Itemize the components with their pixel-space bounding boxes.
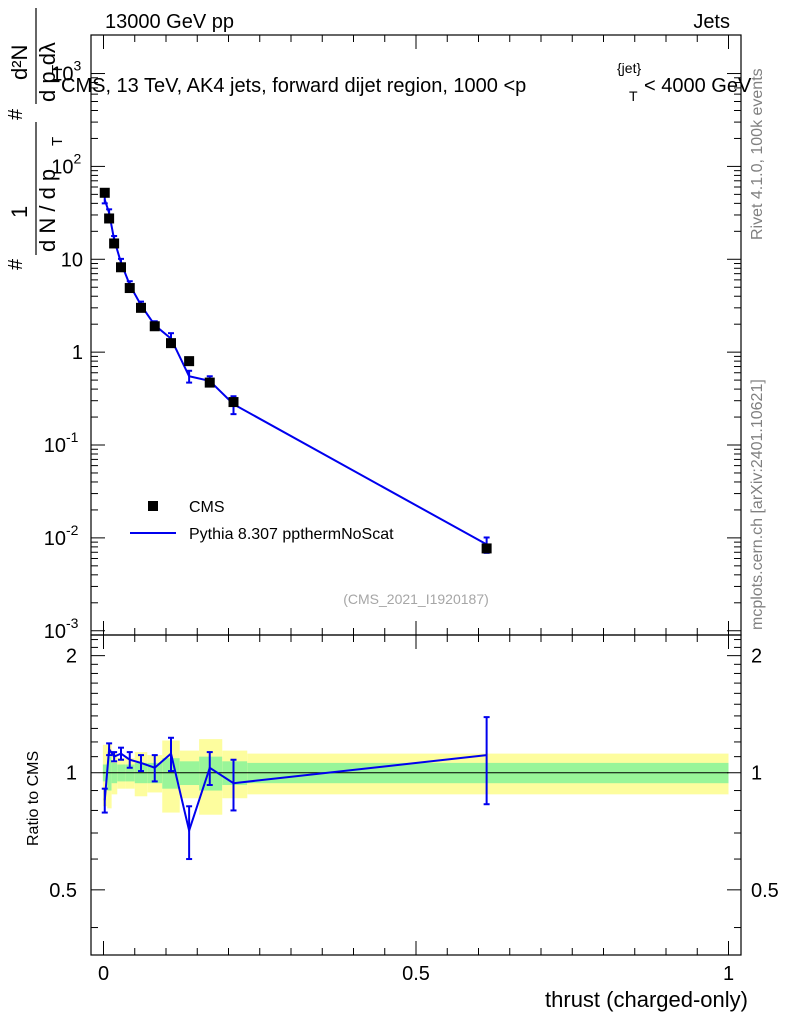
main-y-tick-label-5: 10 xyxy=(51,156,73,178)
energy-label: 13000 GeV pp xyxy=(105,11,234,33)
cms-data-point-1 xyxy=(104,213,115,224)
main-y-tick-label-4: 10 xyxy=(61,249,83,271)
cms-data-point-9 xyxy=(204,377,215,388)
y-label-hash-1: # xyxy=(5,258,27,270)
title-sup: {jet} xyxy=(617,60,641,76)
cms-data-point-11 xyxy=(481,543,492,554)
legend-pythia-label: Pythia 8.307 ppthermNoScat xyxy=(189,526,394,543)
ratio-y-tick-label-left-2: 2 xyxy=(66,646,77,668)
cms-data-point-10 xyxy=(228,397,239,408)
y-label-hash-2: # xyxy=(5,108,27,120)
main-y-tick-label-1: 10 xyxy=(44,528,66,550)
ratio-uncertainty-bands xyxy=(102,739,729,815)
main-y-tick-label-0: 10 xyxy=(44,621,66,643)
main-y-tick-exp-5: 2 xyxy=(74,150,82,166)
legend-cms-label: CMS xyxy=(189,499,225,516)
cms-data-point-4 xyxy=(124,283,135,294)
y-label-right-den: d p dλ xyxy=(35,42,60,102)
main-y-tick-exp-6: 3 xyxy=(74,58,82,74)
main-y-tick-label-2: 10 xyxy=(44,435,66,457)
ratio-y-tick-label-right-2: 2 xyxy=(751,646,762,668)
title-sub: T xyxy=(629,88,638,104)
x-tick-label-1: 0.5 xyxy=(402,963,430,985)
cms-data-point-8 xyxy=(184,356,195,367)
ratio-y-axis-label: Ratio to CMS xyxy=(25,751,42,846)
cms-data-point-6 xyxy=(149,321,160,332)
ratio-y-tick-label-left-1: 1 xyxy=(66,763,77,785)
cms-data-point-2 xyxy=(109,238,120,249)
pythia-series-line xyxy=(103,199,488,546)
x-axis-label: thrust (charged-only) xyxy=(545,987,748,1012)
y-label-left-den: d N / d p xyxy=(35,169,60,252)
main-y-axis-label: # 1 d N / d p T # d²N d p dλ T xyxy=(5,8,66,270)
main-y-tick-label-3: 1 xyxy=(72,342,83,364)
analysis-watermark: (CMS_2021_I1920187) xyxy=(343,591,489,607)
main-y-tick-exp-0: -3 xyxy=(66,615,79,631)
cms-data-point-7 xyxy=(166,338,176,349)
title-tail: < 4000 GeV xyxy=(644,75,752,97)
legend-cms-marker xyxy=(148,501,158,511)
main-y-tick-exp-1: -2 xyxy=(66,522,79,538)
ratio-y-tick-label-right-0: 0.5 xyxy=(751,880,779,902)
x-tick-label-2: 1 xyxy=(723,963,734,985)
cms-data-point-5 xyxy=(136,302,146,313)
main-plot-series xyxy=(99,187,492,554)
main-y-tick-exp-2: -1 xyxy=(66,429,79,445)
y-label-right-num: d²N xyxy=(7,45,32,80)
title-main: CMS, 13 TeV, AK4 jets, forward dijet reg… xyxy=(61,75,526,97)
ratio-band-inner-7 xyxy=(162,758,180,789)
ratio-y-tick-label-left-0: 0.5 xyxy=(49,880,77,902)
ratio-band-inner-1 xyxy=(107,756,112,791)
y-label-left-sub: T xyxy=(49,137,66,146)
category-label: Jets xyxy=(693,11,730,33)
ratio-y-tick-label-right-1: 1 xyxy=(751,763,762,785)
plot-title: CMS, 13 TeV, AK4 jets, forward dijet reg… xyxy=(61,60,752,104)
x-tick-label-0: 0 xyxy=(98,963,109,985)
y-label-left-num: 1 xyxy=(7,206,32,218)
main-plot-frame xyxy=(90,34,742,636)
legend: CMS Pythia 8.307 ppthermNoScat xyxy=(130,499,394,543)
main-y-tick-label-6: 10 xyxy=(51,64,73,86)
x-axis: 0 0.5 1 xyxy=(98,35,734,985)
cms-data-point-3 xyxy=(116,262,126,273)
ratio-y-axis: 0.5 0.5 1 1 2 2 xyxy=(49,639,779,929)
mcplots-label: mcplots.cern.ch [arXiv:2401.10621] xyxy=(749,379,766,630)
rivet-label: Rivet 4.1.0, 100k events xyxy=(749,68,766,240)
ratio-plot-series xyxy=(101,716,490,861)
y-label-right-sub: T xyxy=(49,65,66,74)
cms-data-point-0 xyxy=(99,187,110,198)
